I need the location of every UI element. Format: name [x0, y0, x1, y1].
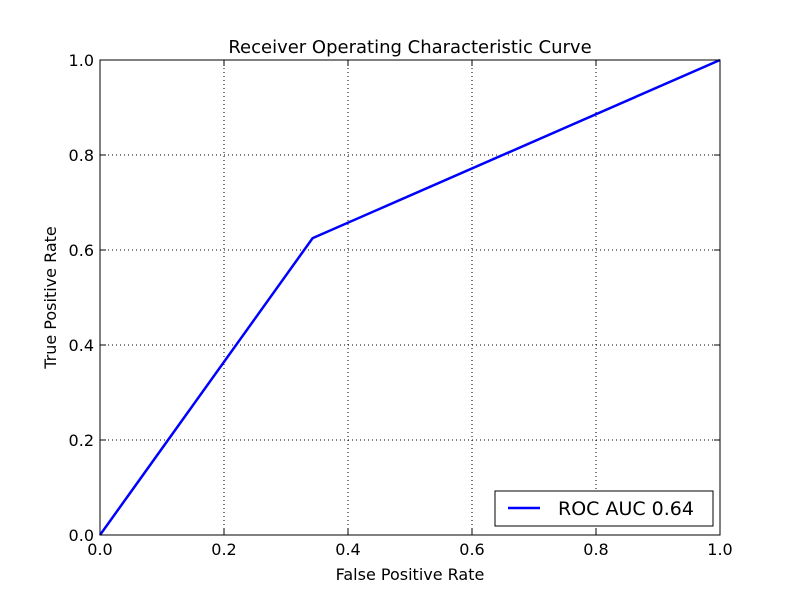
- plot-frame: [99, 59, 721, 536]
- x-tick-label: 0.2: [211, 540, 236, 559]
- y-tick-label: 0.6: [69, 241, 94, 260]
- legend: ROC AUC 0.64: [494, 490, 714, 527]
- x-tick-label: 0.4: [335, 540, 360, 559]
- x-tick-label: 1.0: [707, 540, 732, 559]
- chart-title: Receiver Operating Characteristic Curve: [228, 37, 591, 58]
- series-line-0: [98, 58, 721, 536]
- x-tick-label: 0.6: [459, 540, 484, 559]
- grid-layer: [100, 60, 720, 535]
- y-tick-label: 0.8: [69, 146, 94, 165]
- y-axis-label: True Positive Rate: [41, 226, 60, 370]
- y-tick-label: 0.2: [69, 431, 94, 450]
- x-tick-label: 0.0: [87, 540, 112, 559]
- series-layer: [98, 58, 721, 536]
- y-tick-label: 1.0: [69, 51, 94, 70]
- x-tick-label: 0.8: [583, 540, 608, 559]
- y-tick-label: 0.4: [69, 336, 94, 355]
- tick-layer: 0.0 0.2 0.4 0.6 0.8 1.0 0.0 0.2 0.4 0.6 0.8 1.0: [69, 51, 733, 559]
- legend-label-roc: ROC AUC 0.64: [558, 498, 694, 520]
- x-axis-label: False Positive Rate: [336, 565, 485, 584]
- y-tick-label: 0.0: [69, 526, 94, 545]
